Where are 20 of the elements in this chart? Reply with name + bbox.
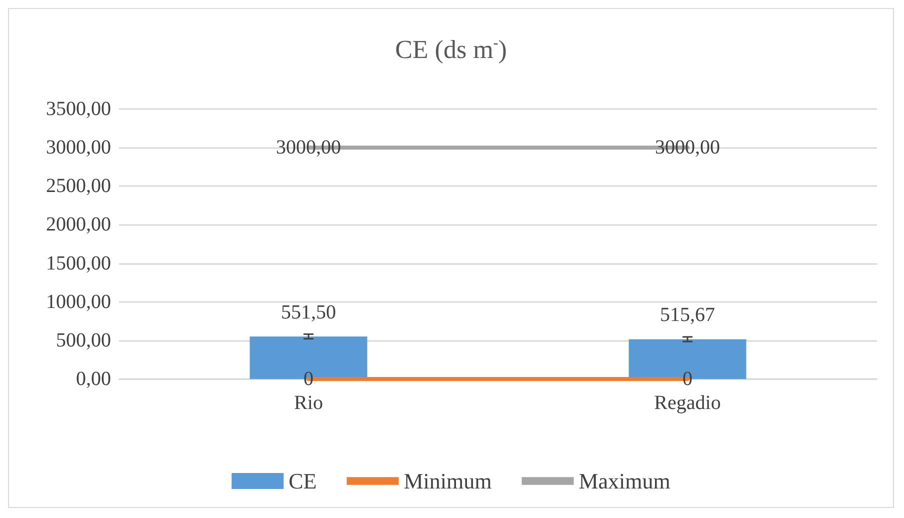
legend-label: Minimum — [404, 468, 492, 494]
data-label: 3000,00 — [655, 136, 720, 159]
data-label: 515,67 — [660, 304, 715, 326]
y-tick-label: 0,00 — [76, 368, 111, 390]
y-tick-label: 1500,00 — [46, 252, 111, 274]
legend-label: Maximum — [578, 468, 670, 494]
chart-title: CE (ds m-) — [395, 35, 507, 64]
y-tick-label: 3000,00 — [46, 136, 111, 159]
x-tick-label: Regadio — [654, 392, 721, 414]
y-tick-label: 2500,00 — [46, 175, 111, 198]
x-tick-label: Rio — [294, 392, 323, 414]
legend-label: CE — [288, 468, 317, 494]
y-tick-label: 2000,00 — [46, 214, 111, 236]
y-tick-label: 1000,00 — [46, 290, 111, 313]
data-label: 0 — [682, 368, 692, 390]
data-label: 3000,00 — [276, 136, 341, 159]
y-tick-label: 3500,00 — [46, 98, 111, 120]
y-tick-label: 500,00 — [56, 329, 111, 352]
data-label: 551,50 — [281, 301, 336, 324]
data-label: 0 — [304, 368, 314, 390]
